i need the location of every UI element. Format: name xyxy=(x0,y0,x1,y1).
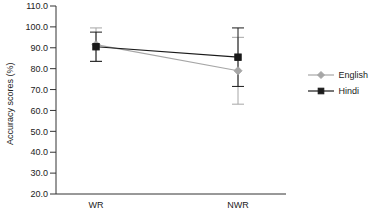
svg-text:WR: WR xyxy=(89,200,104,210)
svg-text:30.0: 30.0 xyxy=(30,168,48,178)
html-text:English: English xyxy=(338,70,368,80)
svg-text:110.0: 110.0 xyxy=(26,1,48,11)
svg-text:50.0: 50.0 xyxy=(30,127,48,137)
svg-text:100.0: 100.0 xyxy=(25,22,48,32)
svg-text:80.0: 80.0 xyxy=(30,64,48,74)
svg-text:60.0: 60.0 xyxy=(30,106,48,116)
svg-text:Accuracy scores (%): Accuracy scores (%) xyxy=(5,62,15,145)
svg-text:40.0: 40.0 xyxy=(30,147,48,157)
svg-text:NWR: NWR xyxy=(227,200,249,210)
html-text:Hindi: Hindi xyxy=(338,86,359,96)
svg-text:70.0: 70.0 xyxy=(30,85,48,95)
svg-text:20.0: 20.0 xyxy=(30,189,48,199)
svg-text:90.0: 90.0 xyxy=(30,43,48,53)
